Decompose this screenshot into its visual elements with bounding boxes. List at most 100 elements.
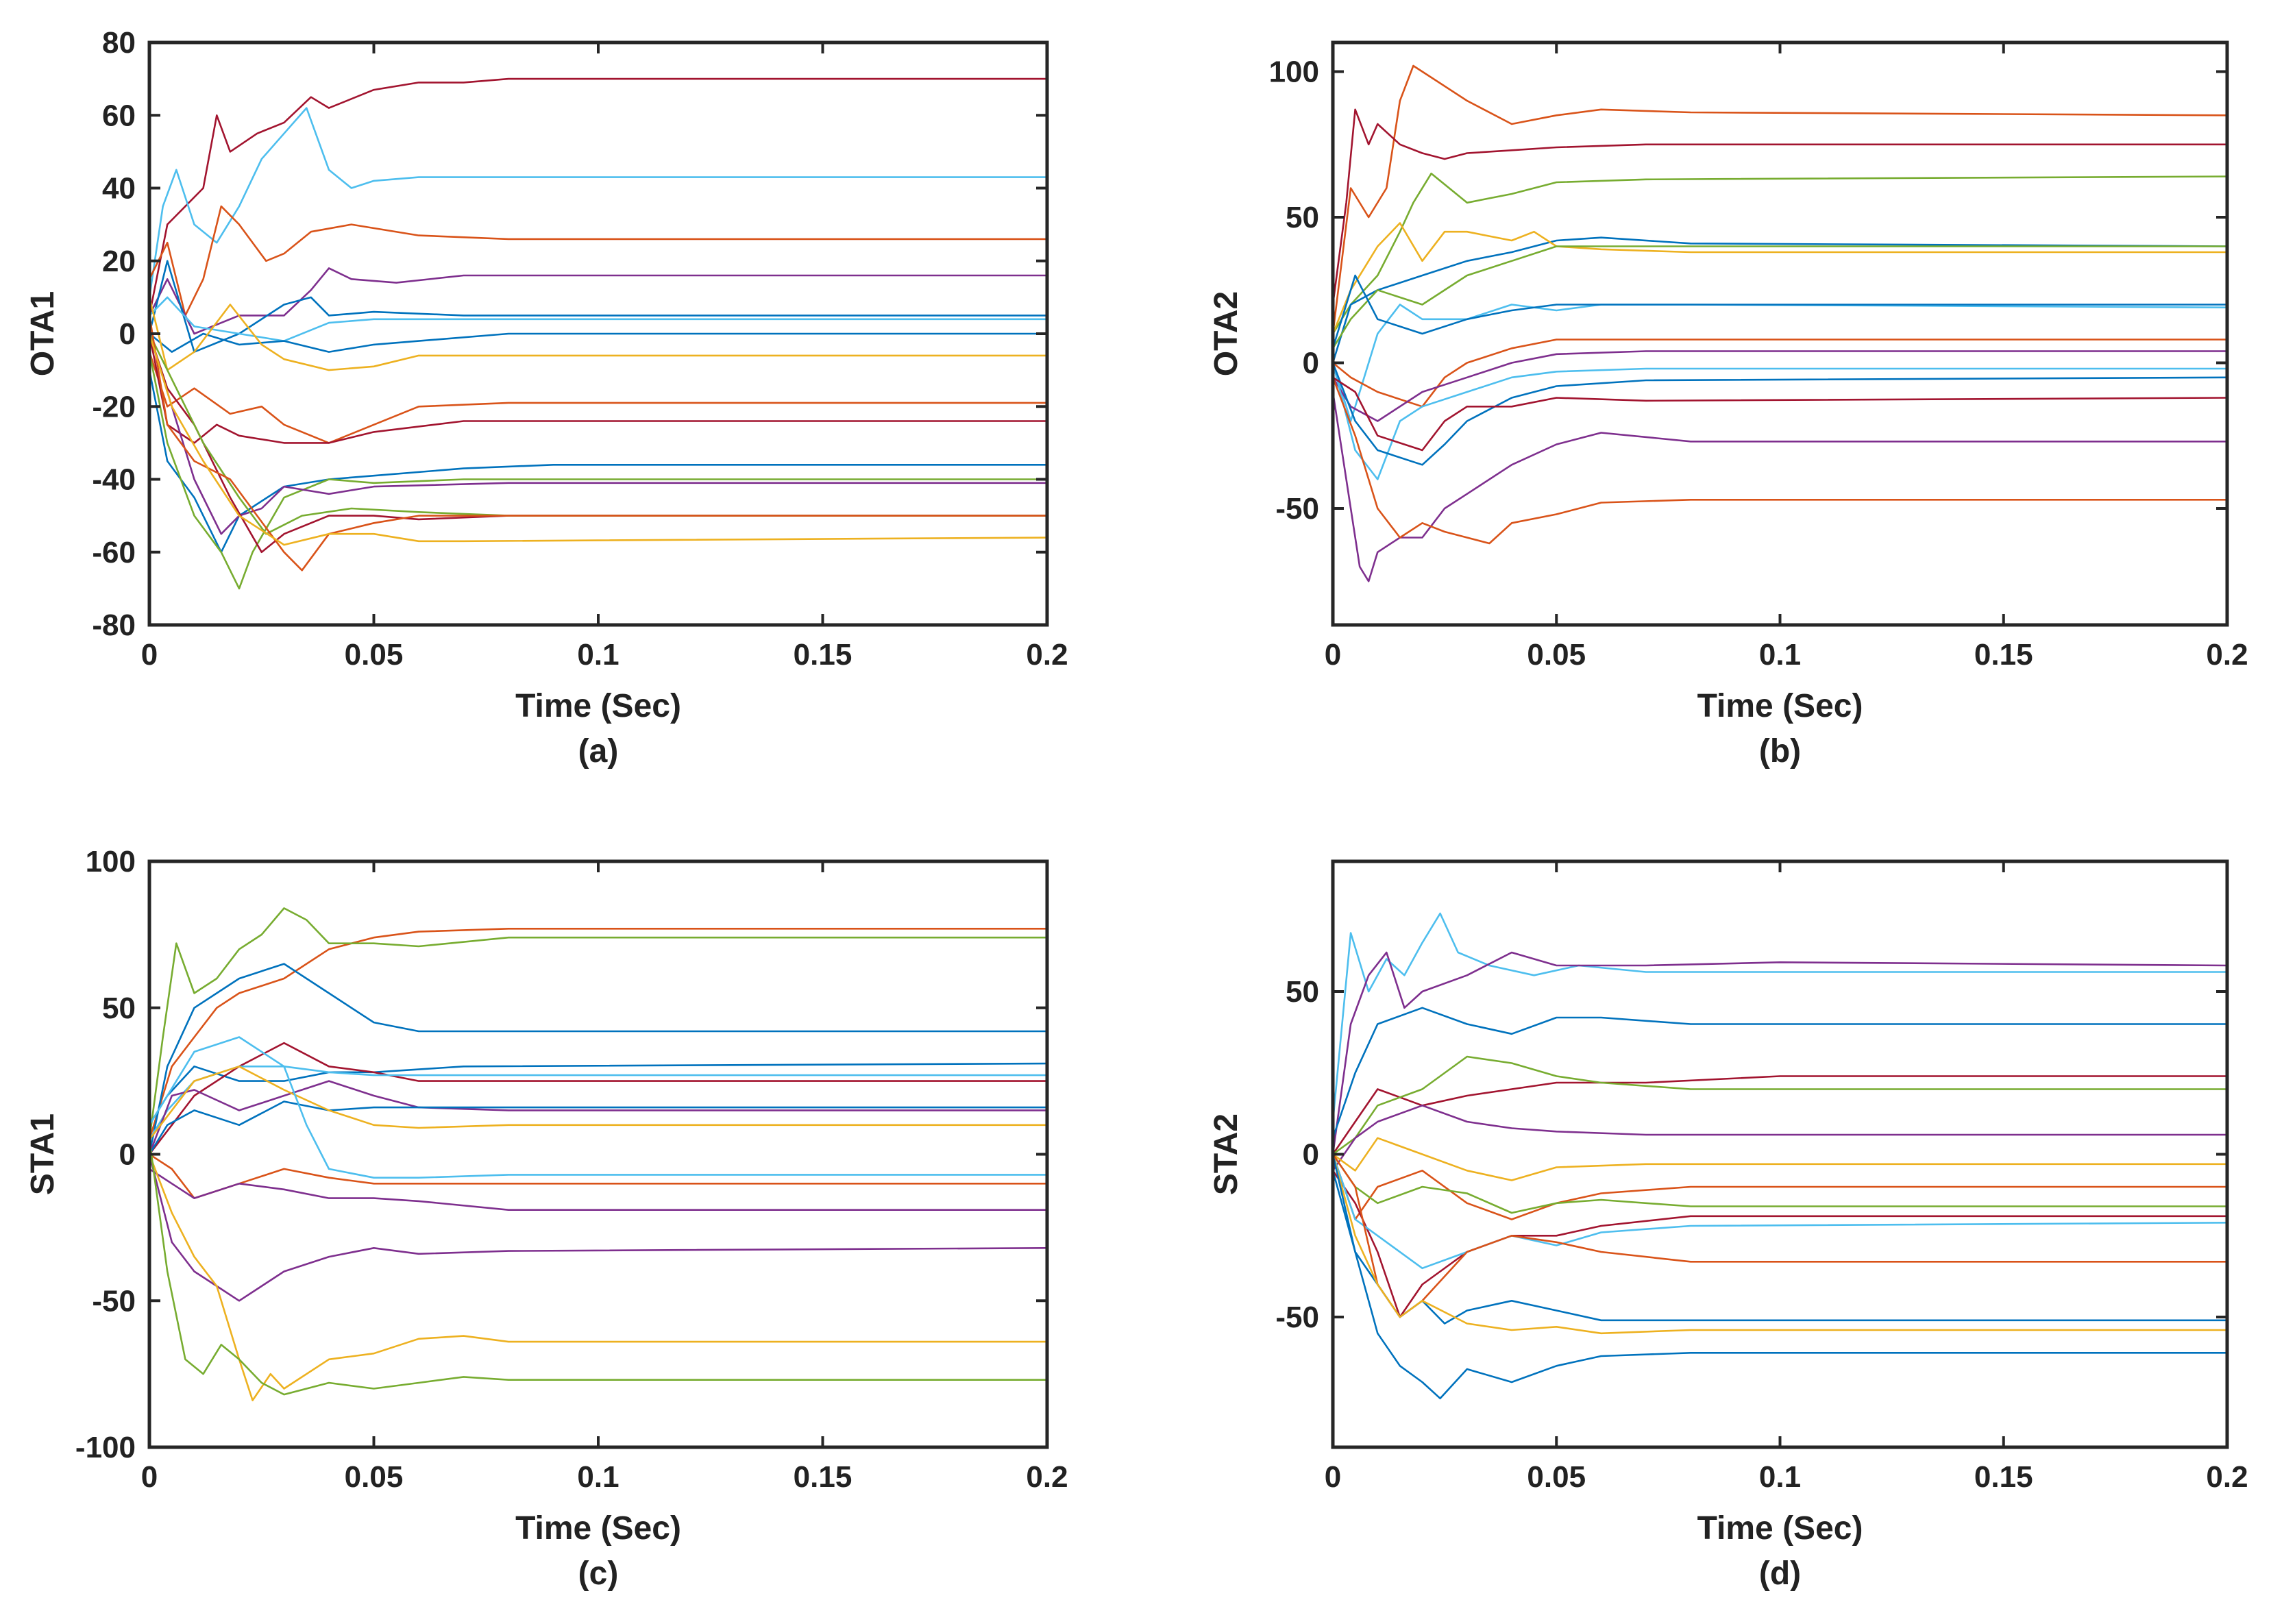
y-tick-label: 80 [102, 26, 136, 60]
series-line-8 [1333, 1154, 2227, 1220]
series-line-3 [149, 963, 1047, 1155]
x-tick-label: 0.1 [577, 638, 619, 672]
series-line-12 [149, 352, 1047, 590]
y-tick-label: 0 [119, 317, 136, 351]
x-tick-label: 0 [141, 638, 158, 672]
x-tick-label: 0.15 [794, 638, 852, 672]
subplot-c: 0 0.05 0.1 0.15 0.2 -100 -50 0 50 100 Time (Sec) ST… [25, 845, 1068, 1592]
series-line-7 [1333, 1137, 2227, 1181]
series-line-11 [149, 1153, 1047, 1199]
y-tick-label: 50 [1286, 975, 1319, 1009]
x-axis-label: Time (Sec) [1697, 688, 1863, 724]
series-line-8 [149, 1100, 1047, 1155]
series-line-9 [1333, 1153, 2227, 1214]
series-line-2 [1333, 951, 2227, 1155]
y-axis-label: OTA2 [1208, 291, 1244, 376]
plot-area [1333, 42, 2227, 625]
x-tick-label: 0.05 [1527, 638, 1586, 672]
series-line-7 [149, 332, 1047, 353]
series-line-15 [149, 333, 1047, 535]
x-tick-label: 0.2 [1026, 1460, 1068, 1494]
subplot-caption: (c) [578, 1555, 619, 1592]
y-tick-label: 40 [102, 172, 136, 206]
series-group [1333, 64, 2227, 582]
x-tick-label: 0.15 [1974, 1460, 2033, 1494]
series-line-14 [1333, 1154, 2227, 1335]
series-line-11 [1333, 362, 2227, 480]
y-tick-label: 60 [102, 99, 136, 132]
series-line-4 [149, 267, 1047, 335]
x-axis-label: Time (Sec) [515, 688, 681, 724]
subplot-a: 0 0.05 0.1 0.15 0.2 -80 -60 -40 -20 0 20 40 60 80 Time… [25, 26, 1068, 770]
series-line-12 [149, 1168, 1047, 1211]
x-tick-label: 0.2 [1026, 638, 1068, 672]
series-line-7 [149, 1080, 1047, 1155]
y-tick-label: -50 [1275, 492, 1319, 526]
series-line-5 [1333, 222, 2227, 334]
x-axis-label: Time (Sec) [1697, 1510, 1863, 1547]
x-tick-label: 0.05 [345, 1460, 404, 1494]
y-tick-label: -100 [75, 1431, 136, 1464]
subplot-caption: (a) [578, 733, 619, 770]
y-axis-label: STA1 [25, 1114, 61, 1195]
plot-area [1333, 861, 2227, 1447]
series-group [149, 907, 1047, 1401]
series-line-2 [149, 907, 1047, 1140]
y-tick-label: -80 [92, 608, 136, 642]
series-line-2 [149, 107, 1047, 298]
series-line-16 [149, 315, 1047, 571]
subplot-caption: (b) [1759, 733, 1801, 770]
x-tick-label: 0.2 [2206, 1460, 2248, 1494]
subplot-b: 0 0.05 0.1 0.15 0.2 -50 0 50 100 Time (Sec) OTA2 (b… [1208, 40, 2248, 770]
series-line-9 [149, 1066, 1047, 1140]
series-line-4 [1333, 1075, 2227, 1155]
series-line-17 [149, 333, 1047, 546]
series-line-13 [1333, 376, 2227, 452]
y-tick-label: 0 [1303, 1138, 1319, 1172]
series-line-4 [1333, 236, 2227, 363]
x-tick-label: 0.2 [2206, 638, 2248, 672]
series-line-1 [149, 928, 1047, 1140]
x-tick-label: 0 [141, 1460, 158, 1494]
y-tick-label: -20 [92, 390, 136, 423]
series-line-14 [149, 333, 1047, 554]
series-line-5 [1333, 1055, 2227, 1155]
series-line-10 [149, 1036, 1047, 1179]
series-line-8 [149, 297, 1047, 371]
series-line-15 [1333, 1154, 2227, 1400]
series-line-5 [149, 260, 1047, 353]
series-line-8 [1333, 274, 2227, 349]
subplot-d: 0 0.05 0.1 0.15 0.2 -50 0 50 Time (Sec) STA2 (d) [1208, 859, 2248, 1592]
x-tick-label: 0.15 [794, 1460, 852, 1494]
plot-area [149, 861, 1047, 1447]
x-axis-label: Time (Sec) [515, 1510, 681, 1547]
y-tick-label: -60 [92, 536, 136, 569]
x-tick-label: 0.1 [1759, 1460, 1801, 1494]
series-line-4 [149, 1062, 1047, 1126]
y-tick-label: 50 [1286, 201, 1319, 234]
subplot-caption: (d) [1759, 1555, 1801, 1592]
series-group [1333, 912, 2227, 1400]
series-line-12 [1333, 362, 2227, 466]
series-line-13 [149, 1154, 1047, 1302]
series-line-1 [149, 77, 1047, 316]
series-line-12 [1333, 1153, 2227, 1318]
y-tick-label: -50 [92, 1284, 136, 1318]
series-line-6 [1333, 1105, 2227, 1172]
series-line-14 [1333, 391, 2227, 582]
x-tick-label: 0 [1325, 1460, 1341, 1494]
series-line-14 [149, 1154, 1047, 1401]
x-tick-label: 0.15 [1974, 638, 2033, 672]
series-group [149, 77, 1047, 590]
series-line-9 [149, 352, 1047, 444]
y-tick-label: -50 [1275, 1301, 1319, 1334]
series-line-13 [149, 333, 1047, 535]
y-tick-label: 20 [102, 245, 136, 278]
x-tick-label: 0.05 [1527, 1460, 1586, 1494]
y-tick-label: -40 [92, 463, 136, 497]
series-line-15 [149, 1139, 1047, 1396]
series-line-1 [1333, 64, 2227, 334]
x-tick-label: 0.1 [577, 1460, 619, 1494]
series-line-10 [1333, 350, 2227, 422]
